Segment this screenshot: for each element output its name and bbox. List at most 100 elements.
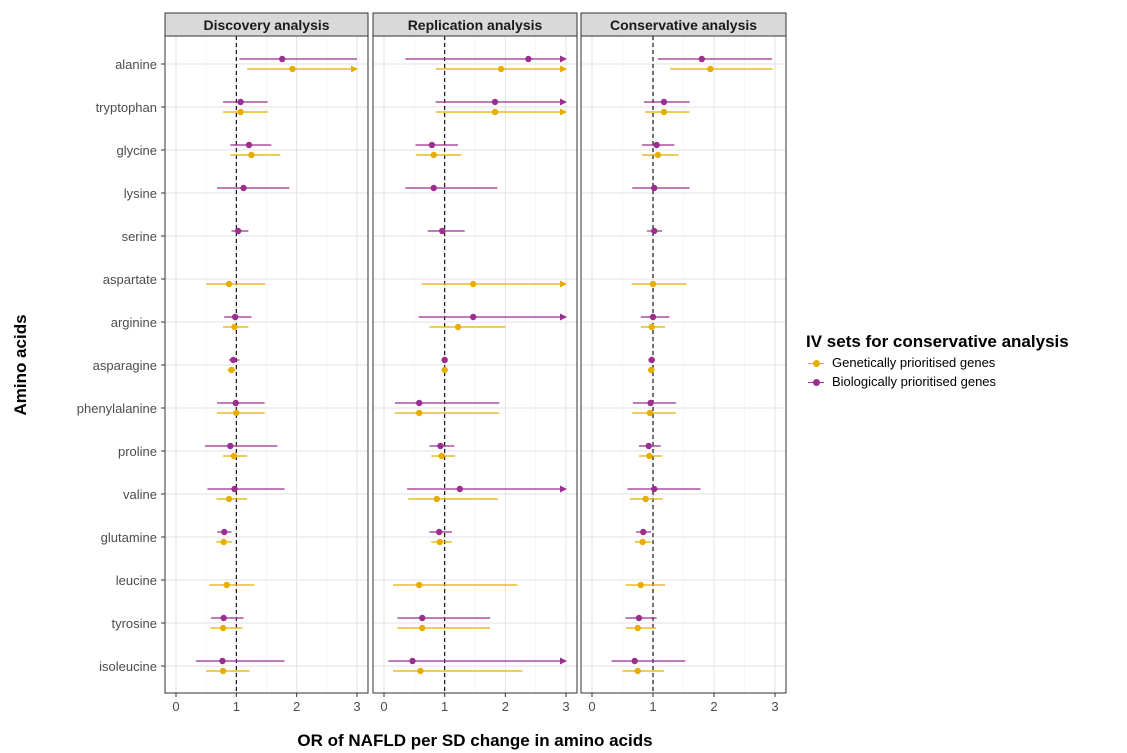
x-tick-label: 3 [562,699,569,714]
legend-label-genetic: Genetically prioritised genes [832,355,996,370]
y-tick-label-valine: valine [123,487,157,502]
point-genetically-prioritised-genes-glutamine [436,538,444,546]
point-genetically-prioritised-genes-isoleucine [219,667,227,675]
point-biologically-prioritised-genes-proline [437,442,444,450]
facet-panel-3: Conservative analysis 0 1 2 3 [580,12,787,714]
point-biologically-prioritised-genes-asparagine [441,356,448,364]
facet-strip [372,12,578,37]
point-genetically-prioritised-genes-leucine [415,581,423,589]
y-tick-label-glycine: glycine [117,143,157,158]
point-genetically-prioritised-genes-valine [225,495,233,503]
point-biologically-prioritised-genes-isoleucine [631,657,638,665]
point-biologically-prioritised-genes-serine [439,227,446,235]
point-biologically-prioritised-genes-lysine [430,184,437,192]
point-biologically-prioritised-genes-valine [456,485,464,493]
legend-key-genetic [806,356,826,370]
point-biologically-prioritised-genes-isoleucine [409,657,416,665]
x-tick-label: 2 [710,699,717,714]
point-genetically-prioritised-genes-asparagine [228,366,235,374]
y-tick-label-aspartate: aspartate [103,272,157,287]
x-tick-label: 1 [649,699,656,714]
point-biologically-prioritised-genes-tryptophan [237,98,244,106]
point-genetically-prioritised-genes-leucine [637,581,644,589]
legend-item-biological: Biologically prioritised genes [806,373,1124,390]
point-genetically-prioritised-genes-aspartate [469,280,477,288]
point-biologically-prioritised-genes-arginine [469,313,477,321]
point-genetically-prioritised-genes-arginine [454,323,462,331]
y-tick-label-isoleucine: isoleucine [99,659,157,674]
point-genetically-prioritised-genes-tyrosine [219,624,227,632]
y-tick-label-lysine: lysine [124,186,157,201]
facet-strip [164,12,369,37]
facet-title: Replication analysis [408,17,543,33]
point-genetically-prioritised-genes-proline [230,452,238,460]
x-tick-label: 0 [588,699,595,714]
point-biologically-prioritised-genes-glycine [428,141,436,149]
facet-title: Conservative analysis [610,17,757,33]
point-biologically-prioritised-genes-isoleucine [219,657,226,665]
y-tick-label-tyrosine: tyrosine [111,616,157,631]
legend-item-genetic: Genetically prioritised genes [806,354,1124,371]
point-biologically-prioritised-genes-glutamine [640,528,647,536]
point-biologically-prioritised-genes-asparagine [648,356,655,364]
y-axis-title: Amino acids [11,314,30,415]
point-biologically-prioritised-genes-lysine [240,184,247,192]
facet-title: Discovery analysis [203,17,329,33]
point-biologically-prioritised-genes-glycine [245,141,253,149]
point-biologically-prioritised-genes-tyrosine [419,614,426,622]
y-tick-label-alanine: alanine [115,57,157,72]
x-tick-label: 1 [441,699,448,714]
point-genetically-prioritised-genes-isoleucine [417,667,424,675]
legend-label-biological: Biologically prioritised genes [832,374,997,389]
point-genetically-prioritised-genes-phenylalanine [415,409,423,417]
point-genetically-prioritised-genes-isoleucine [634,667,641,675]
y-tick-label-proline: proline [118,444,157,459]
y-tick-label-glutamine: glutamine [101,530,157,545]
point-genetically-prioritised-genes-glycine [430,151,437,159]
point-genetically-prioritised-genes-arginine [231,323,238,331]
point-genetically-prioritised-genes-valine [433,495,440,503]
point-biologically-prioritised-genes-serine [234,227,242,235]
point-biologically-prioritised-genes-phenylalanine [415,399,423,407]
x-tick-label: 3 [353,699,360,714]
y-tick-label-serine: serine [122,229,157,244]
point-genetically-prioritised-genes-leucine [223,581,230,589]
point-biologically-prioritised-genes-tyrosine [635,614,643,622]
point-biologically-prioritised-genes-glutamine [436,528,443,536]
point-genetically-prioritised-genes-aspartate [649,280,657,288]
x-tick-label: 0 [172,699,179,714]
point-genetically-prioritised-genes-alanine [289,65,296,73]
point-genetically-prioritised-genes-phenylalanine [646,409,654,417]
legend: IV sets for conservative analysis Geneti… [806,332,1124,390]
y-tick-label-tryptophan: tryptophan [96,100,157,115]
point-genetically-prioritised-genes-tryptophan [491,108,499,116]
point-biologically-prioritised-genes-glutamine [221,528,228,536]
point-biologically-prioritised-genes-arginine [231,313,239,321]
point-biologically-prioritised-genes-proline [227,442,234,450]
point-biologically-prioritised-genes-valine [651,485,658,493]
point-genetically-prioritised-genes-proline [646,452,653,460]
point-genetically-prioritised-genes-alanine [497,65,505,73]
point-biologically-prioritised-genes-asparagine [230,356,237,364]
point-genetically-prioritised-genes-tyrosine [634,624,641,632]
point-genetically-prioritised-genes-arginine [648,323,655,331]
point-biologically-prioritised-genes-tryptophan [491,98,499,106]
point-genetically-prioritised-genes-tryptophan [660,108,668,116]
y-tick-label-phenylalanine: phenylalanine [77,401,157,416]
facet-panel-2: Replication analysis 0 1 2 3 [372,12,578,714]
point-genetically-prioritised-genes-valine [642,495,649,503]
point-genetically-prioritised-genes-tryptophan [237,108,244,116]
point-biologically-prioritised-genes-tyrosine [220,614,227,622]
facet-strip [580,12,787,37]
point-biologically-prioritised-genes-serine [651,227,658,235]
x-tick-label: 0 [380,699,387,714]
point-biologically-prioritised-genes-alanine [278,55,286,63]
point-genetically-prioritised-genes-phenylalanine [233,409,240,417]
point-genetically-prioritised-genes-glutamine [220,538,227,546]
point-biologically-prioritised-genes-proline [645,442,652,450]
y-tick-label-leucine: leucine [116,573,157,588]
x-tick-label: 2 [293,699,300,714]
point-biologically-prioritised-genes-valine [231,485,238,493]
point-genetically-prioritised-genes-asparagine [647,366,655,374]
